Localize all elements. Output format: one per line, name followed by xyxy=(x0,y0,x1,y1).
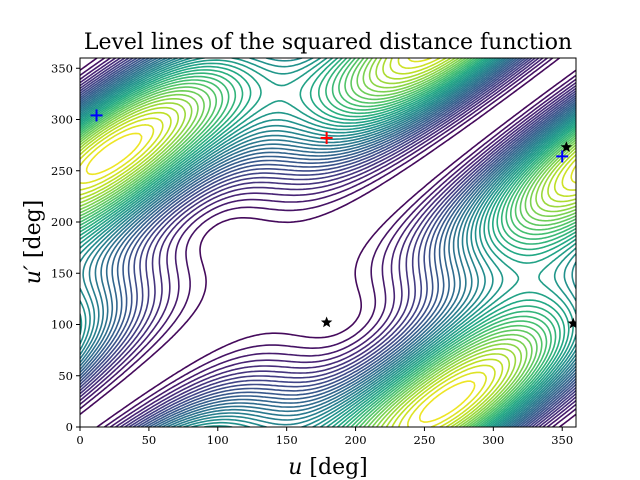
y-tick-label: 300 xyxy=(51,113,73,127)
contour-level xyxy=(80,58,576,427)
y-tick-label: 0 xyxy=(66,420,73,434)
contour-level xyxy=(80,58,576,427)
x-axis-ticks: 0 50 100 150 200 250 300 350 xyxy=(76,427,573,447)
contour-level xyxy=(80,58,576,427)
contour-level xyxy=(80,58,576,427)
y-tick-label: 200 xyxy=(51,215,73,229)
y-tick-label: 150 xyxy=(51,266,73,280)
contour-level xyxy=(80,58,576,427)
contour-level xyxy=(80,58,576,427)
contour-level xyxy=(80,58,576,427)
contour-level xyxy=(80,58,576,427)
contour-level xyxy=(80,58,576,427)
contour-level xyxy=(80,58,576,427)
contour-level xyxy=(80,58,576,427)
x-tick-label: 250 xyxy=(413,433,435,447)
contour-lines xyxy=(80,58,576,427)
y-axis-unit: [deg] xyxy=(21,200,46,265)
contour-level xyxy=(80,58,576,427)
y-axis-label: u′ [deg] xyxy=(21,200,46,285)
plot-frame xyxy=(79,57,577,428)
x-axis-label: u [deg] xyxy=(288,455,368,480)
star-marker xyxy=(320,316,333,328)
contour-level xyxy=(80,58,576,427)
contour-level xyxy=(80,58,576,427)
x-tick-label: 50 xyxy=(142,433,157,447)
y-axis-ticks: 0 50 100 150 200 250 300 350 xyxy=(51,61,80,434)
y-tick-label: 100 xyxy=(51,318,73,332)
contour-level xyxy=(80,58,576,427)
contour-level xyxy=(80,58,576,427)
contour-level xyxy=(80,58,576,427)
contour-level xyxy=(80,58,576,427)
contour-level xyxy=(80,58,576,427)
x-tick-label: 0 xyxy=(76,433,83,447)
y-tick-label: 350 xyxy=(51,61,73,75)
x-axis-unit: [deg] xyxy=(302,455,367,480)
contour-level xyxy=(80,58,576,427)
contour-level xyxy=(80,58,576,427)
plus-marker xyxy=(320,131,333,144)
x-tick-label: 350 xyxy=(551,433,573,447)
plus-marker xyxy=(90,109,103,122)
y-axis-symbol: u′ xyxy=(21,265,46,284)
contour-level xyxy=(85,132,476,423)
x-tick-label: 100 xyxy=(207,433,229,447)
x-tick-label: 300 xyxy=(482,433,504,447)
x-tick-label: 200 xyxy=(345,433,367,447)
star-marker xyxy=(567,317,576,329)
star-marker xyxy=(560,141,573,153)
chart-title: Level lines of the squared distance func… xyxy=(84,30,572,55)
y-tick-label: 250 xyxy=(51,164,73,178)
markers xyxy=(90,109,576,329)
plus-marker xyxy=(556,150,569,163)
contour-level xyxy=(80,58,576,427)
x-tick-label: 150 xyxy=(276,433,298,447)
x-axis-symbol: u xyxy=(288,455,302,480)
y-tick-label: 50 xyxy=(58,369,73,383)
